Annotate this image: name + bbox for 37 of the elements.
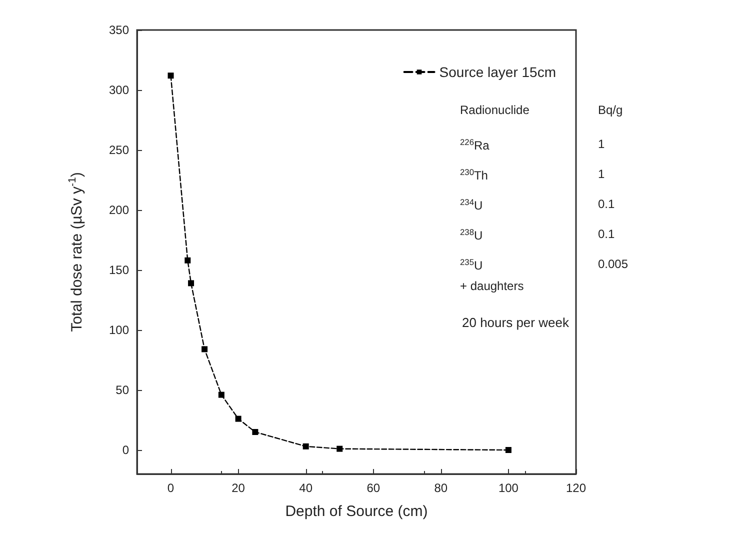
x-tick-label: 120 [566, 481, 586, 495]
annotation: Radionuclide [460, 103, 530, 117]
point [235, 416, 242, 422]
x-axis-title: Depth of Source (cm) [285, 503, 428, 520]
text: 0.1 [598, 197, 616, 211]
legend-label: Source layer 15cm [439, 64, 556, 80]
x-tick-label: 100 [498, 481, 519, 495]
point [202, 346, 208, 352]
annotation: + daughters [460, 279, 524, 293]
point [252, 429, 258, 435]
text: 0.1 [598, 227, 616, 241]
y-tick-label: 200 [108, 203, 130, 217]
text: 0.005 [598, 257, 628, 271]
y-tick-label: 100 [108, 323, 130, 337]
text: 1 [598, 137, 605, 151]
x-tick-label: 60 [366, 481, 380, 495]
x-tick-label: 40 [299, 481, 313, 495]
point [302, 443, 309, 450]
point [188, 280, 194, 286]
y-tick-label: 300 [108, 83, 130, 97]
x-tick-label: 0 [167, 481, 174, 495]
y-tick-label: 250 [108, 143, 130, 157]
point [168, 72, 174, 79]
y-axis-title: Total dose rate (µSv y-1) [66, 172, 86, 332]
y-tick-label: 150 [108, 263, 130, 277]
point [218, 392, 224, 398]
x-tick-label: 80 [434, 481, 448, 495]
point [336, 446, 343, 452]
point [505, 447, 512, 453]
point [184, 257, 191, 264]
text: 1 [598, 167, 605, 181]
y-tick-label: 50 [116, 383, 130, 397]
y-tick-label: 0 [122, 443, 130, 457]
annotation: 20 hours per week [462, 315, 570, 330]
y-tick-label: 350 [108, 23, 130, 37]
text: Bq/g [598, 103, 623, 117]
x-tick-label: 20 [232, 481, 246, 495]
